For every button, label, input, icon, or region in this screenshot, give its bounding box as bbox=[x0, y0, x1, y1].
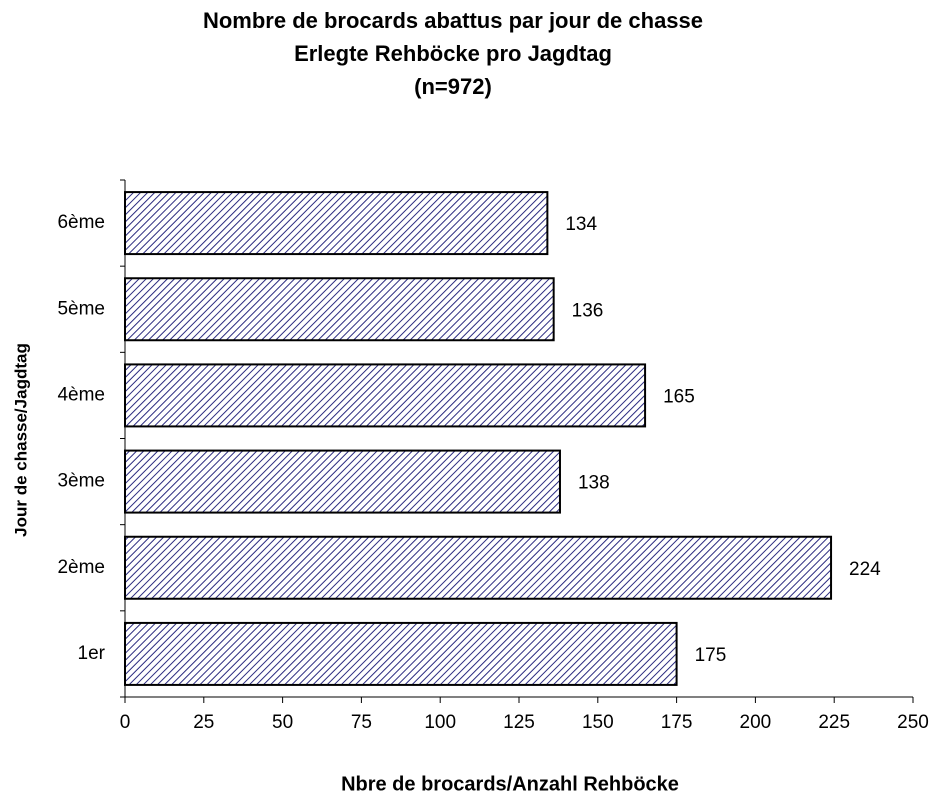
y-tick-label: 1er bbox=[78, 643, 106, 664]
bar bbox=[124, 363, 647, 428]
y-tick-label: 4ème bbox=[57, 384, 105, 405]
data-label: 138 bbox=[578, 473, 610, 494]
bar bbox=[124, 277, 555, 342]
data-label: 175 bbox=[695, 645, 727, 666]
bar bbox=[124, 535, 833, 600]
chart-title: Erlegte Rehböcke pro Jagdtag bbox=[294, 41, 612, 66]
x-tick-label: 200 bbox=[740, 712, 772, 733]
x-tick-label: 50 bbox=[272, 712, 293, 733]
data-label: 136 bbox=[572, 300, 604, 321]
bar bbox=[124, 449, 561, 514]
x-tick-label: 150 bbox=[582, 712, 614, 733]
x-tick-label: 125 bbox=[503, 712, 535, 733]
x-tick-label: 225 bbox=[818, 712, 850, 733]
y-tick-label: 2ème bbox=[57, 557, 105, 578]
x-tick-label: 0 bbox=[120, 712, 131, 733]
x-axis-title: Nbre de brocards/Anzahl Rehböcke bbox=[341, 773, 679, 795]
y-tick-label: 5ème bbox=[57, 298, 105, 319]
x-tick-label: 25 bbox=[193, 712, 214, 733]
x-tick-label: 100 bbox=[424, 712, 456, 733]
y-tick-label: 3ème bbox=[57, 471, 105, 492]
chart-title: (n=972) bbox=[414, 74, 492, 99]
data-label: 224 bbox=[849, 559, 881, 580]
x-tick-label: 175 bbox=[661, 712, 693, 733]
bar bbox=[124, 191, 549, 256]
bar bbox=[124, 621, 678, 686]
x-tick-label: 250 bbox=[897, 712, 929, 733]
chart-title: Nombre de brocards abattus par jour de c… bbox=[203, 8, 703, 33]
x-tick-label: 75 bbox=[351, 712, 372, 733]
data-label: 165 bbox=[663, 386, 695, 407]
y-axis-title: Jour de chasse/Jagdtag bbox=[11, 343, 30, 537]
data-label: 134 bbox=[565, 214, 597, 235]
y-tick-label: 6ème bbox=[57, 212, 105, 233]
